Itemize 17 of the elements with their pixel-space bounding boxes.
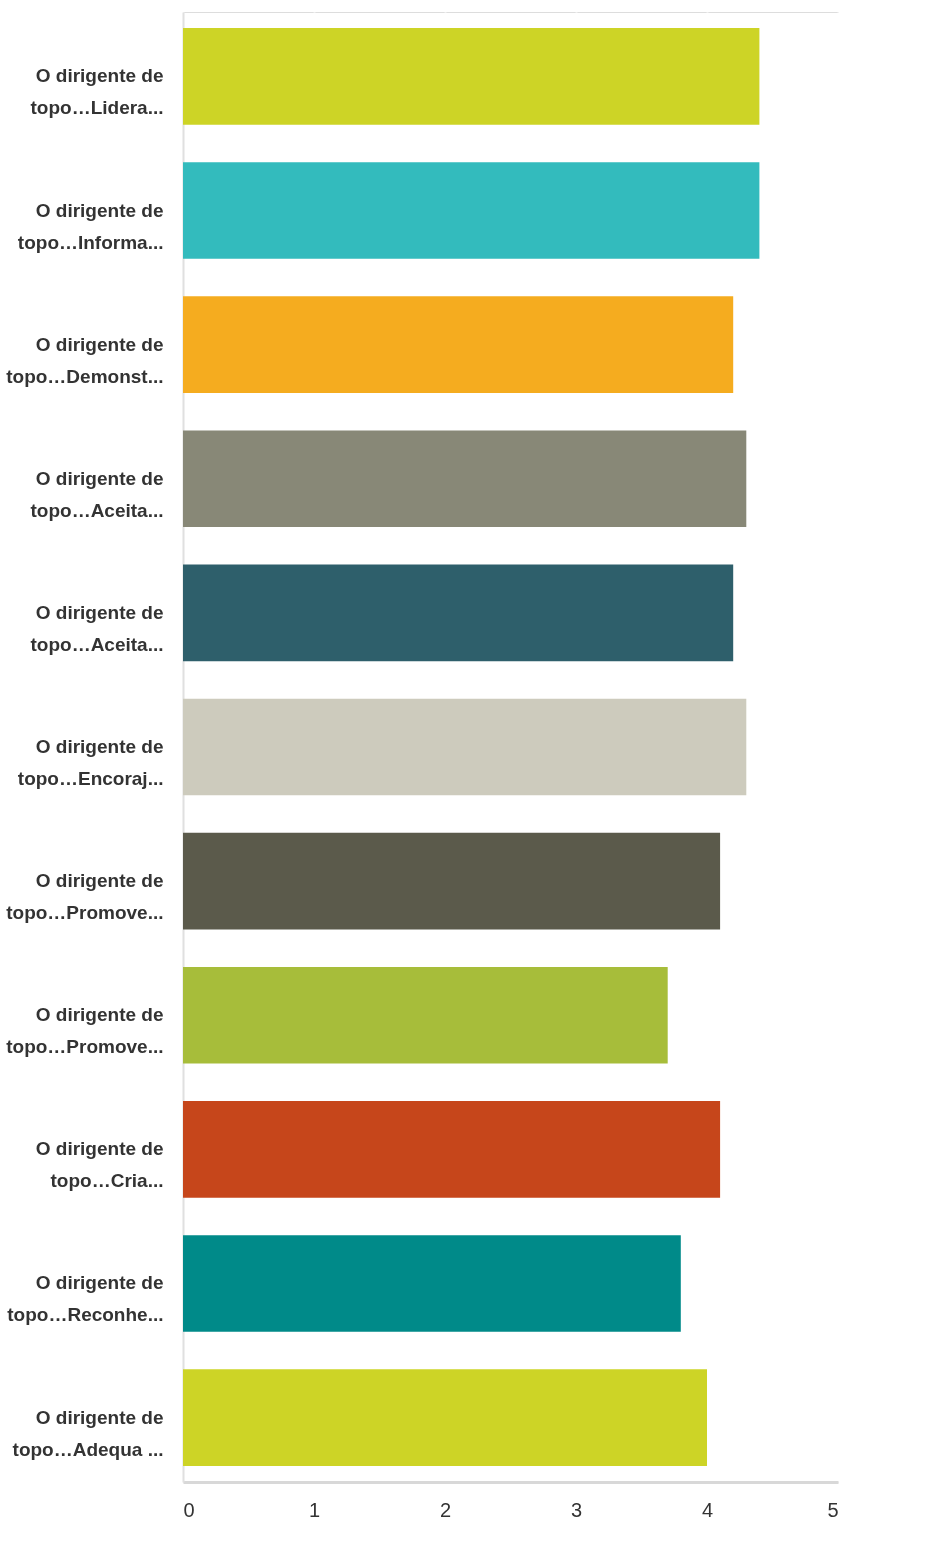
- x-tick-label: 3: [570, 1498, 583, 1521]
- y-tick-label: O dirigente de topo…Encoraj...: [17, 736, 164, 789]
- y-tick-label: O dirigente de topo…Cria...: [35, 1138, 164, 1192]
- y-tick-label: O dirigente de topo…Promove...: [6, 870, 164, 924]
- x-tick-label: 1: [308, 1498, 321, 1521]
- y-tick-label: O dirigente de topo…Reconhe...: [7, 1272, 164, 1326]
- y-tick-label: O dirigente de topo…Lidera...: [30, 65, 164, 119]
- y-tick-label: O dirigente de topo…Demonst...: [6, 333, 164, 387]
- x-tick-label: 0: [183, 1498, 195, 1521]
- x-tick-label: 4: [701, 1498, 714, 1521]
- x-tick-label: 5: [827, 1498, 839, 1521]
- y-tick-label: O dirigente de topo…Adequa ...: [12, 1406, 164, 1460]
- y-tick-label: O dirigente de topo…Aceita...: [30, 467, 164, 521]
- y-tick-label: O dirigente de topo…Promove...: [6, 1004, 164, 1058]
- x-tick-label: 2: [439, 1498, 452, 1521]
- y-tick-label: O dirigente de topo…Informa...: [17, 199, 164, 253]
- y-tick-label: O dirigente de topo…Aceita...: [30, 601, 164, 655]
